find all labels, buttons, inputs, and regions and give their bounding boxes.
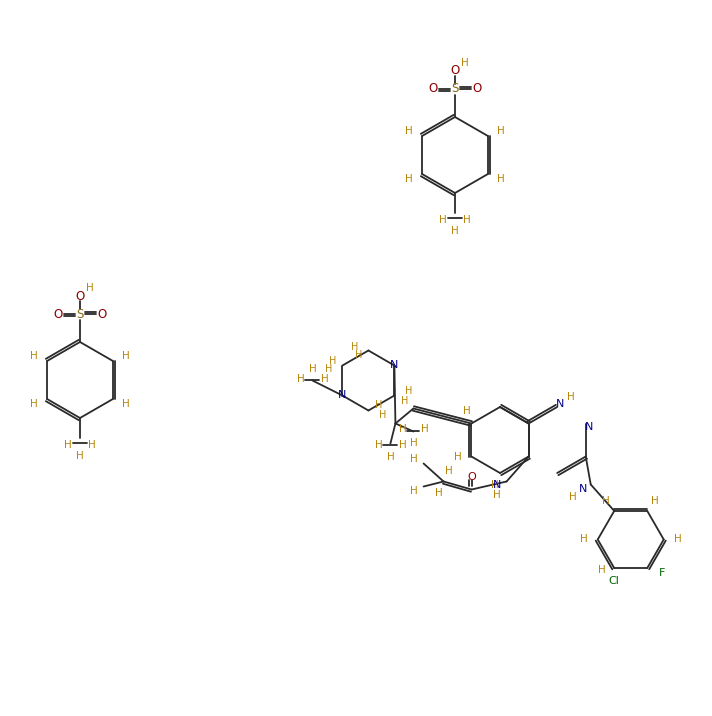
Text: H: H [461, 58, 469, 68]
Text: H: H [375, 400, 382, 410]
Text: H: H [297, 374, 304, 384]
Text: O: O [472, 82, 481, 95]
Text: H: H [76, 451, 84, 461]
Text: H: H [602, 496, 610, 506]
Text: N: N [579, 483, 587, 493]
Text: H: H [387, 452, 394, 462]
Text: N: N [556, 399, 565, 409]
Text: H: H [674, 535, 681, 544]
Text: H: H [493, 490, 501, 500]
Text: H: H [351, 342, 358, 352]
Text: H: H [445, 465, 452, 475]
Text: H: H [30, 351, 38, 361]
Text: H: H [320, 374, 328, 384]
Text: H: H [454, 452, 461, 462]
Text: H: H [375, 440, 382, 450]
Text: H: H [30, 399, 38, 409]
Text: H: H [421, 425, 429, 435]
Text: H: H [497, 174, 505, 184]
Text: H: H [122, 351, 130, 361]
Text: N: N [585, 422, 593, 432]
Text: H: H [598, 565, 606, 575]
Text: H: H [404, 387, 412, 397]
Text: H: H [463, 407, 471, 417]
Text: F: F [659, 568, 666, 578]
Text: N: N [493, 480, 501, 490]
Text: Cl: Cl [609, 576, 619, 586]
Text: H: H [497, 126, 505, 136]
Text: H: H [405, 174, 413, 184]
Text: O: O [53, 307, 63, 321]
Text: H: H [409, 453, 417, 463]
Text: H: H [325, 364, 332, 374]
Text: H: H [379, 410, 386, 420]
Text: O: O [467, 473, 476, 483]
Text: N: N [338, 390, 347, 400]
Text: H: H [399, 425, 407, 435]
Text: H: H [64, 440, 72, 450]
Text: H: H [308, 364, 316, 374]
Text: H: H [567, 392, 575, 402]
Text: S: S [451, 82, 459, 95]
Text: H: H [88, 440, 96, 450]
Text: H: H [409, 486, 417, 496]
Text: H: H [409, 437, 417, 448]
Text: H: H [399, 440, 407, 450]
Text: S: S [76, 307, 84, 321]
Text: H: H [86, 283, 94, 293]
Text: H: H [122, 399, 130, 409]
Text: H: H [569, 491, 577, 501]
Text: H: H [491, 480, 499, 490]
Text: H: H [435, 488, 442, 498]
Text: H: H [355, 351, 362, 360]
Text: H: H [580, 535, 587, 544]
Text: H: H [439, 215, 447, 225]
Text: O: O [75, 289, 85, 302]
Text: O: O [98, 307, 107, 321]
Text: H: H [451, 226, 459, 236]
Text: H: H [401, 395, 408, 405]
Text: H: H [329, 356, 336, 365]
Text: O: O [451, 64, 460, 77]
Text: H: H [651, 496, 659, 506]
Text: H: H [405, 126, 413, 136]
Text: H: H [463, 215, 471, 225]
Text: N: N [390, 360, 399, 370]
Text: O: O [429, 82, 438, 95]
